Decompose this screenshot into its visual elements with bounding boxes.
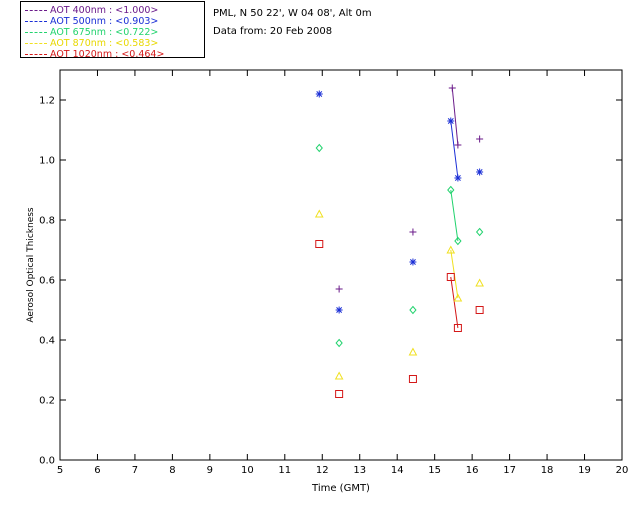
series-lines <box>450 87 459 329</box>
y-tick-label: 0.2 <box>39 396 55 407</box>
series-line <box>450 276 459 329</box>
legend-entry-400nm: AOT 400nm : <1.000> <box>25 5 158 16</box>
data-point <box>315 240 324 248</box>
y-tick-label: 0.6 <box>39 276 55 287</box>
data-point <box>335 338 343 348</box>
data-point <box>446 273 455 281</box>
legend-label-1020nm: AOT 1020nm : <0.464> <box>50 49 165 60</box>
x-tick-label: 8 <box>169 465 175 476</box>
data-point <box>409 228 417 236</box>
legend-entry-870nm: AOT 870nm : <0.583> <box>25 38 158 49</box>
x-tick-label: 12 <box>316 465 329 476</box>
data-point <box>476 135 484 143</box>
legend-entry-1020nm: AOT 1020nm : <0.464> <box>25 49 164 60</box>
y-tick-label: 0.0 <box>39 456 55 467</box>
data-point <box>409 258 417 266</box>
data-point <box>454 174 462 182</box>
legend-label-500nm: AOT 500nm : <0.903> <box>50 16 159 27</box>
legend-swatch-675nm <box>25 32 47 33</box>
series-line <box>451 87 459 146</box>
y-tick-label: 1.0 <box>39 156 55 167</box>
data-point <box>408 347 418 356</box>
x-axis: 5 6 7 8 9 10 11 12 13 14 15 16 17 18 19 20 <box>57 70 629 476</box>
legend-swatch-500nm <box>25 21 47 22</box>
data-point <box>409 305 417 315</box>
x-tick-label: 20 <box>616 465 629 476</box>
data-point <box>475 306 484 314</box>
x-tick-label: 13 <box>353 465 366 476</box>
x-tick-label: 15 <box>428 465 441 476</box>
y-axis-label: Aerosol Optical Thickness <box>26 207 36 323</box>
data-point <box>446 245 456 254</box>
legend-swatch-870nm <box>25 43 47 44</box>
x-tick-label: 11 <box>278 465 291 476</box>
data-point <box>454 236 462 246</box>
y-tick-label: 1.2 <box>39 96 55 107</box>
x-tick-label: 6 <box>94 465 100 476</box>
chart-subtitle: Data from: 20 Feb 2008 <box>213 26 333 37</box>
legend: AOT 400nm : <1.000> AOT 500nm : <0.903> … <box>20 1 205 60</box>
data-point <box>453 324 462 332</box>
data-point <box>335 306 343 314</box>
data-point <box>448 84 456 92</box>
data-point <box>314 209 324 218</box>
y-tick-label: 0.4 <box>39 336 55 347</box>
x-tick-label: 7 <box>132 465 138 476</box>
x-tick-label: 17 <box>503 465 516 476</box>
x-tick-label: 10 <box>241 465 254 476</box>
legend-entry-500nm: AOT 500nm : <0.903> <box>25 16 158 27</box>
legend-label-870nm: AOT 870nm : <0.583> <box>50 38 159 49</box>
x-axis-label: Time (GMT) <box>311 483 370 494</box>
legend-swatch-400nm <box>25 10 47 11</box>
x-tick-label: 9 <box>207 465 213 476</box>
legend-swatch-1020nm <box>25 54 47 55</box>
y-axis: 0.0 0.2 0.4 0.6 0.8 1.0 1.2 <box>39 96 622 467</box>
x-tick-label: 18 <box>541 465 554 476</box>
data-point <box>447 117 455 125</box>
chart-title: PML, N 50 22', W 04 08', Alt 0m <box>213 8 372 19</box>
data-point <box>315 90 323 98</box>
x-tick-label: 14 <box>391 465 404 476</box>
x-tick-label: 16 <box>466 465 479 476</box>
x-tick-label: 5 <box>57 465 63 476</box>
data-point <box>408 375 417 383</box>
data-point <box>475 278 484 287</box>
data-point <box>335 390 344 398</box>
legend-label-675nm: AOT 675nm : <0.722> <box>50 27 159 38</box>
series-points <box>314 84 484 398</box>
data-point <box>476 168 484 176</box>
data-point <box>475 227 484 237</box>
plot-frame <box>59 69 623 461</box>
x-tick-label: 19 <box>578 465 591 476</box>
data-point <box>315 143 323 153</box>
series-line <box>450 120 459 179</box>
data-point <box>335 285 343 293</box>
y-tick-label: 0.8 <box>39 216 55 227</box>
data-point <box>447 185 455 195</box>
legend-label-400nm: AOT 400nm : <1.000> <box>50 5 159 16</box>
data-point <box>454 141 462 149</box>
data-point <box>334 371 344 380</box>
data-point <box>453 293 463 302</box>
legend-entry-675nm: AOT 675nm : <0.722> <box>25 27 158 38</box>
series-line <box>450 189 459 242</box>
